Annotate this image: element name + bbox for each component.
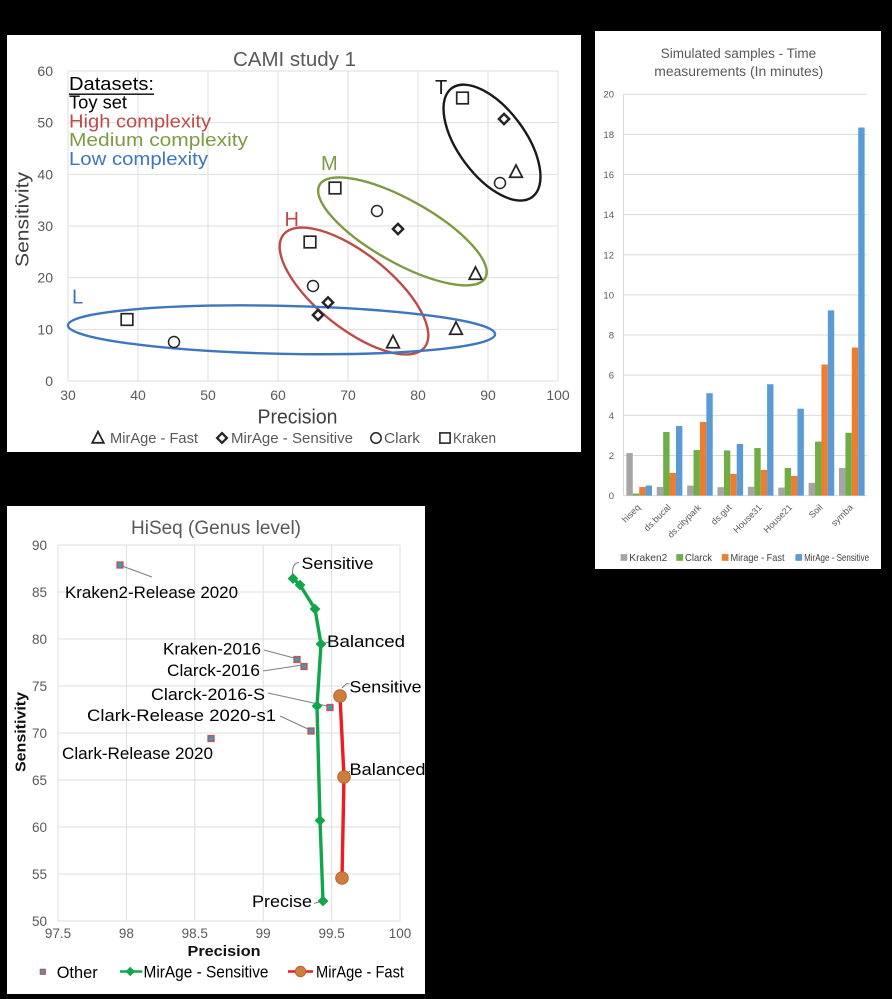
- svg-text:L: L: [72, 287, 83, 309]
- svg-text:Low complexity: Low complexity: [69, 149, 208, 169]
- svg-text:HiSeq (Genus level): HiSeq (Genus level): [131, 517, 301, 539]
- svg-text:40: 40: [37, 166, 53, 182]
- svg-text:0: 0: [45, 373, 53, 389]
- svg-text:Sensitive: Sensitive: [302, 554, 374, 573]
- svg-text:MirAge - Fast: MirAge - Fast: [110, 431, 198, 447]
- svg-text:0: 0: [609, 491, 614, 502]
- svg-text:Kraken2: Kraken2: [629, 552, 667, 564]
- svg-text:98: 98: [119, 926, 134, 941]
- svg-text:80: 80: [32, 632, 47, 647]
- svg-text:Other: Other: [57, 963, 98, 982]
- svg-text:Mirage - Fast: Mirage - Fast: [731, 552, 785, 564]
- svg-text:Datasets:: Datasets:: [69, 74, 154, 94]
- svg-text:20: 20: [37, 270, 53, 286]
- svg-text:50: 50: [37, 115, 53, 131]
- svg-text:55: 55: [32, 867, 47, 882]
- svg-text:30: 30: [60, 387, 76, 403]
- svg-text:8: 8: [609, 331, 614, 342]
- svg-text:T: T: [435, 77, 447, 99]
- svg-text:measurements (In minutes): measurements (In minutes): [654, 64, 823, 79]
- svg-text:90: 90: [480, 387, 496, 403]
- svg-text:Balanced: Balanced: [350, 760, 426, 779]
- svg-text:99.5: 99.5: [318, 926, 344, 941]
- svg-text:MirAge - Fast: MirAge - Fast: [316, 963, 404, 982]
- svg-text:60: 60: [32, 820, 47, 835]
- svg-text:70: 70: [340, 387, 356, 403]
- svg-text:Precise: Precise: [252, 892, 312, 911]
- svg-text:6: 6: [609, 371, 614, 382]
- svg-text:Clark-Release 2020-s1: Clark-Release 2020-s1: [87, 706, 276, 725]
- svg-text:98.5: 98.5: [182, 926, 208, 941]
- svg-text:40: 40: [130, 387, 146, 403]
- svg-text:Precision: Precision: [258, 407, 338, 429]
- svg-text:60: 60: [37, 63, 53, 79]
- svg-text:Sensitive: Sensitive: [350, 678, 422, 697]
- svg-text:90: 90: [32, 538, 47, 553]
- svg-text:Kraken2-Release 2020: Kraken2-Release 2020: [65, 583, 238, 602]
- svg-text:100: 100: [546, 387, 570, 403]
- svg-text:70: 70: [32, 726, 47, 741]
- svg-text:Toy set: Toy set: [69, 93, 127, 113]
- svg-text:16: 16: [603, 170, 614, 181]
- svg-text:M: M: [321, 153, 338, 175]
- svg-text:Simulated samples - Time: Simulated samples - Time: [661, 46, 817, 61]
- svg-text:85: 85: [32, 585, 47, 600]
- svg-text:10: 10: [37, 321, 53, 337]
- svg-text:Kraken-2016: Kraken-2016: [163, 640, 261, 659]
- svg-text:MirAge - Sensitive: MirAge - Sensitive: [231, 431, 353, 447]
- svg-text:CAMI study 1: CAMI study 1: [233, 49, 356, 71]
- svg-text:Medium complexity: Medium complexity: [69, 130, 248, 150]
- svg-text:60: 60: [270, 387, 286, 403]
- svg-text:4: 4: [609, 411, 614, 422]
- svg-text:100: 100: [389, 926, 412, 941]
- svg-text:Kraken: Kraken: [453, 431, 496, 447]
- svg-text:65: 65: [32, 773, 47, 788]
- svg-text:Clarck-2016: Clarck-2016: [167, 661, 260, 680]
- svg-text:High complexity: High complexity: [69, 111, 211, 131]
- svg-text:80: 80: [410, 387, 426, 403]
- svg-text:Balanced: Balanced: [327, 632, 405, 651]
- svg-text:50: 50: [32, 914, 47, 929]
- svg-text:Sensitivity: Sensitivity: [13, 691, 30, 772]
- svg-text:18: 18: [603, 130, 614, 141]
- svg-text:Clark-Release 2020: Clark-Release 2020: [62, 744, 213, 763]
- svg-text:12: 12: [603, 250, 614, 261]
- svg-text:MirAge - Sensitive: MirAge - Sensitive: [804, 552, 869, 564]
- svg-text:2: 2: [609, 451, 614, 462]
- svg-text:10: 10: [603, 290, 614, 301]
- svg-text:50: 50: [200, 387, 216, 403]
- svg-text:99: 99: [256, 926, 271, 941]
- svg-text:75: 75: [32, 679, 47, 694]
- svg-text:Clarck-2016-S: Clarck-2016-S: [151, 685, 265, 704]
- svg-text:Precision: Precision: [188, 943, 261, 960]
- svg-text:30: 30: [37, 218, 53, 234]
- svg-text:Clark: Clark: [384, 431, 421, 447]
- svg-text:Sensitivity: Sensitivity: [13, 172, 33, 267]
- svg-text:97.5: 97.5: [45, 926, 71, 941]
- svg-text:14: 14: [603, 210, 614, 221]
- svg-text:MirAge - Sensitive: MirAge - Sensitive: [144, 963, 269, 982]
- svg-text:Clarck: Clarck: [685, 552, 713, 564]
- svg-text:20: 20: [603, 90, 614, 101]
- svg-text:H: H: [285, 209, 299, 231]
